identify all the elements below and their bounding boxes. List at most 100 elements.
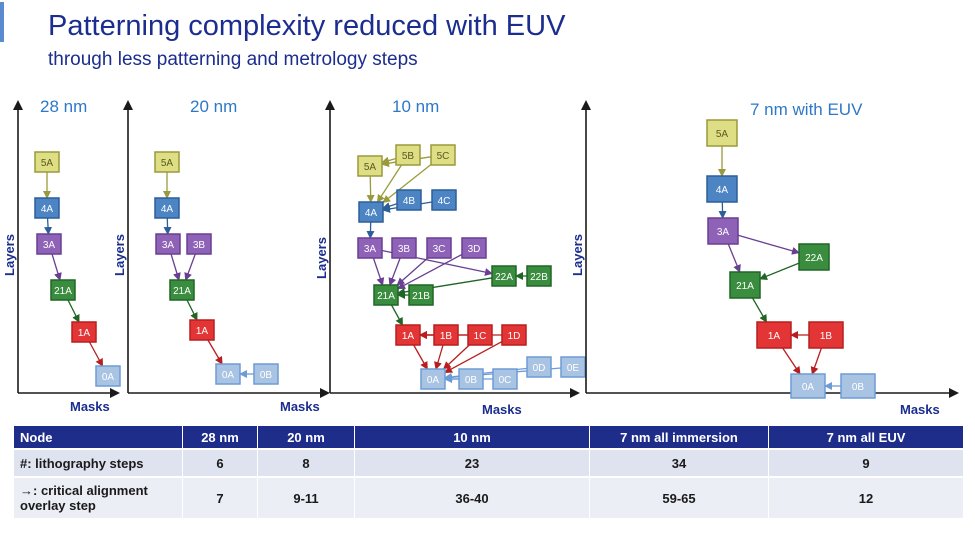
node-1B: 1B bbox=[808, 321, 844, 349]
panel-title: 20 nm bbox=[190, 97, 237, 116]
node-label: 1B bbox=[440, 331, 453, 342]
node-box bbox=[391, 237, 417, 259]
table-cell: 6 bbox=[182, 448, 258, 477]
table-cell: 59-65 bbox=[589, 476, 769, 518]
node-label: 3B bbox=[193, 240, 206, 251]
arrow-3D-to-21A bbox=[397, 253, 463, 290]
node-box bbox=[491, 265, 517, 287]
node-label: 21A bbox=[54, 286, 72, 297]
arrow-1B-to-0A bbox=[434, 344, 444, 370]
y-axis-label: Layers bbox=[2, 234, 17, 276]
arrow-3C-to-21A bbox=[396, 257, 429, 286]
table-cell: 23 bbox=[354, 448, 590, 477]
node-label: 1A bbox=[402, 331, 415, 342]
node-label: 5A bbox=[364, 162, 377, 173]
table-cell: 36-40 bbox=[354, 476, 590, 518]
node-label: 5A bbox=[716, 129, 729, 140]
node-box bbox=[492, 368, 518, 390]
node-label: 21B bbox=[412, 291, 430, 302]
node-box bbox=[458, 368, 484, 390]
node-box bbox=[154, 197, 180, 219]
panel-p20: 20 nm Layers Masks 5A 4A 3A 3B 21A 1A 0A 0B bbox=[112, 97, 330, 414]
node-box bbox=[155, 233, 181, 255]
node-4A: 4A bbox=[34, 197, 60, 219]
node-label: 4A bbox=[716, 185, 729, 196]
node-5A: 5A bbox=[706, 119, 738, 147]
node-label: 4A bbox=[161, 204, 174, 215]
node-0A: 0A bbox=[420, 368, 446, 390]
node-label: 3A bbox=[162, 240, 175, 251]
node-4C: 4C bbox=[431, 189, 457, 211]
node-label: 3A bbox=[364, 244, 377, 255]
node-label: 3A bbox=[43, 240, 56, 251]
header-7nm-immersion: 7 nm all immersion bbox=[589, 426, 769, 449]
node-box bbox=[526, 265, 552, 287]
node-label: 1A bbox=[768, 331, 781, 342]
node-1C: 1C bbox=[467, 324, 493, 346]
node-label: 21A bbox=[377, 291, 395, 302]
arrow-22A-to-21A bbox=[759, 262, 800, 280]
table-cell: 34 bbox=[589, 448, 769, 477]
node-3D: 3D bbox=[461, 237, 487, 259]
table-cell: 9-11 bbox=[257, 476, 355, 518]
node-label: 21A bbox=[736, 281, 754, 292]
node-0B: 0B bbox=[458, 368, 484, 390]
node-label: 3B bbox=[398, 244, 411, 255]
arrow-5A-to-4A bbox=[366, 175, 375, 203]
table-cell: 12 bbox=[768, 476, 964, 518]
node-3A: 3A bbox=[155, 233, 181, 255]
arrow-1A-to-0A bbox=[207, 339, 223, 365]
node-box bbox=[357, 155, 383, 177]
node-box bbox=[426, 237, 452, 259]
arrow-3A-to-21A bbox=[727, 243, 741, 273]
node-box bbox=[706, 175, 738, 203]
node-label: 5A bbox=[41, 158, 54, 169]
node-box bbox=[71, 321, 97, 343]
x-axis-label: Masks bbox=[482, 402, 522, 417]
node-label: 0A bbox=[222, 370, 235, 381]
node-box bbox=[186, 233, 212, 255]
node-box bbox=[707, 217, 739, 245]
node-label: 0B bbox=[260, 370, 273, 381]
y-axis-label: Layers bbox=[314, 237, 329, 279]
node-box bbox=[215, 363, 241, 385]
node-label: 3D bbox=[468, 244, 481, 255]
node-box bbox=[358, 201, 384, 223]
node-label: 0A bbox=[802, 382, 815, 393]
panel-title: 10 nm bbox=[392, 97, 439, 116]
node-1D: 1D bbox=[501, 324, 527, 346]
node-label: 1A bbox=[196, 326, 209, 337]
node-label: 0E bbox=[567, 363, 580, 374]
panel-title: 28 nm bbox=[40, 97, 87, 116]
arrow-3A-to-21A bbox=[51, 253, 62, 281]
node-box bbox=[420, 368, 446, 390]
arrow-21A-to-1A bbox=[186, 299, 198, 321]
patterning-diagrams: 28 nm Layers Masks 5A 4A 3A 21A 1A 0A 20 nm Layers… bbox=[2, 97, 959, 417]
header-node: Node bbox=[14, 426, 183, 449]
table-cell: 7 bbox=[182, 476, 258, 518]
node-label: 5B bbox=[402, 151, 415, 162]
node-label: 4A bbox=[41, 204, 54, 215]
node-3C: 3C bbox=[426, 237, 452, 259]
header-10nm: 10 nm bbox=[354, 426, 590, 449]
y-axis-label: Layers bbox=[112, 234, 127, 276]
arrow-21A-to-1A bbox=[390, 304, 404, 326]
node-box bbox=[526, 356, 552, 378]
node-box bbox=[395, 324, 421, 346]
arrow-1B-to-0A bbox=[810, 347, 823, 375]
node-0A: 0A bbox=[790, 373, 826, 399]
arrow-3A-to-22A bbox=[737, 234, 800, 255]
node-label: 0A bbox=[427, 375, 440, 386]
node-box bbox=[461, 237, 487, 259]
node-0A: 0A bbox=[95, 365, 121, 387]
arrow-5C-to-4A bbox=[382, 163, 432, 204]
node-box bbox=[501, 324, 527, 346]
arrow-1D-to-0A bbox=[444, 340, 503, 374]
arrow-1A-to-0A bbox=[782, 347, 801, 375]
table-header-row: Node 28 nm 20 nm 10 nm 7 nm all immersio… bbox=[14, 426, 964, 449]
node-0E: 0E bbox=[560, 356, 586, 378]
node-3B: 3B bbox=[186, 233, 212, 255]
node-3B: 3B bbox=[391, 237, 417, 259]
node-5B: 5B bbox=[395, 144, 421, 166]
node-5C: 5C bbox=[430, 144, 456, 166]
